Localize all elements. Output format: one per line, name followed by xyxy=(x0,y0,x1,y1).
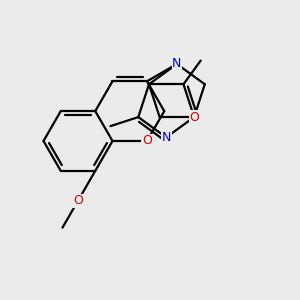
Text: O: O xyxy=(73,194,83,207)
Text: O: O xyxy=(189,111,199,124)
Text: N: N xyxy=(161,131,171,144)
Text: N: N xyxy=(172,58,182,70)
Text: O: O xyxy=(142,134,152,148)
